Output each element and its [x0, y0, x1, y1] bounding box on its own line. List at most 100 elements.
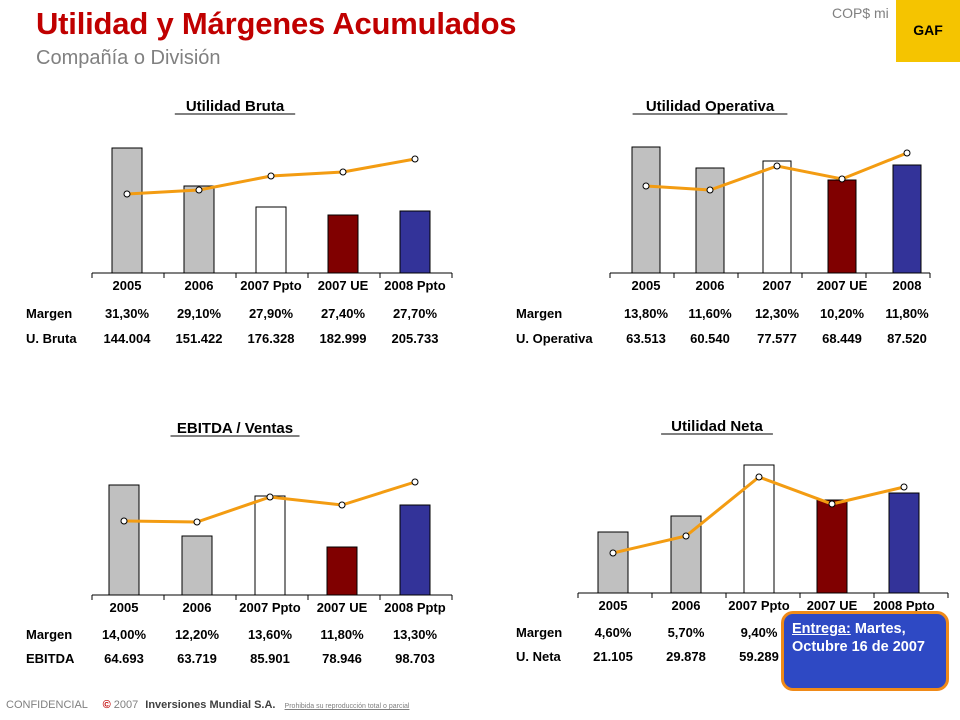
table-row-label: U. Neta — [516, 649, 562, 664]
category-label: 2007 UE — [817, 278, 868, 293]
table-cell: 11,60% — [688, 306, 732, 321]
category-label: 2006 — [185, 278, 214, 293]
category-label: 2007 — [763, 278, 792, 293]
margin-point-5 — [903, 149, 911, 157]
table-cell: 27,70% — [393, 306, 438, 321]
table-cell: 10,20% — [820, 306, 865, 321]
page-subtitle: Compañía o División — [36, 47, 221, 69]
table-cell: 5,70% — [668, 625, 705, 640]
category-label: 2008 Ppto — [873, 598, 934, 613]
table-cell: 151.422 — [176, 331, 223, 346]
bar-1 — [597, 531, 629, 594]
currency-label: COP$ mi — [832, 5, 889, 21]
table-cell: 59.289 — [739, 649, 779, 664]
margin-point-4 — [828, 500, 836, 508]
margin-point-3 — [267, 172, 275, 180]
table-row-label: U. Bruta — [26, 331, 77, 346]
bar-2 — [695, 167, 725, 274]
footer-prohibition[interactable]: Prohibida su reproducción total o parcia… — [284, 703, 410, 710]
footer-confidential: CONFIDENCIAL — [6, 699, 88, 711]
margin-point-2 — [682, 532, 690, 540]
table-cell: 14,00% — [102, 627, 147, 642]
table-cell: 182.999 — [320, 331, 367, 346]
category-label: 2006 — [183, 600, 212, 615]
category-label: 2008 — [893, 278, 922, 293]
bar-5 — [888, 492, 920, 594]
bar-4 — [326, 546, 358, 596]
category-label: 2006 — [696, 278, 725, 293]
footer-company: Inversiones Mundial S.A. — [145, 699, 276, 711]
bar-3 — [255, 206, 287, 274]
margin-point-5 — [411, 478, 419, 486]
table-cell: 64.693 — [104, 651, 144, 666]
margin-point-3 — [755, 473, 763, 481]
footer-year: 2007 — [113, 699, 139, 711]
bar-5 — [399, 504, 431, 596]
margin-point-2 — [193, 518, 201, 526]
category-label: 2007 UE — [318, 278, 369, 293]
bar-3 — [743, 464, 775, 594]
table-cell: 85.901 — [250, 651, 290, 666]
category-label: 2005 — [110, 600, 139, 615]
table-row-label: EBITDA — [26, 651, 75, 666]
table-cell: 27,40% — [321, 306, 366, 321]
chart-2: Utilidad Operativa 2005 2006 2007 2007 UE 200… — [516, 98, 931, 346]
table-cell: 12,30% — [755, 306, 800, 321]
chart-title: EBITDA / Ventas — [177, 420, 293, 437]
bar-4 — [816, 499, 848, 594]
margin-point-1 — [123, 190, 131, 198]
table-cell: 176.328 — [248, 331, 295, 346]
page-title: Utilidad y Márgenes Acumulados — [36, 6, 517, 41]
table-cell: 63.719 — [177, 651, 217, 666]
table-row-label: Margen — [26, 306, 72, 321]
table-cell: 11,80% — [320, 627, 364, 642]
bar-3 — [254, 495, 286, 596]
margin-point-1 — [609, 549, 617, 557]
bar-2 — [183, 185, 215, 274]
category-label: 2007 Ppto — [728, 598, 789, 613]
category-label: 2005 — [599, 598, 628, 613]
category-label: 2007 UE — [807, 598, 858, 613]
table-cell: 29.878 — [666, 649, 706, 664]
table-row-label: Margen — [26, 627, 72, 642]
category-label: 2008 Pptp — [384, 600, 445, 615]
table-row-label: U. Operativa — [516, 331, 593, 346]
category-label: 2007 Ppto — [239, 600, 300, 615]
footer: CONFIDENCIAL © 2007 Inversiones Mundial … — [6, 699, 409, 711]
chart-4: Utilidad Neta 2005 2006 2007 Ppto 2007 UE 200… — [516, 418, 949, 664]
category-label: 2007 UE — [317, 600, 368, 615]
chart-title: Utilidad Operativa — [646, 98, 775, 115]
table-cell: 63.513 — [626, 331, 666, 346]
delivery-note-text: Martes, Octubre 16 de 2007 — [792, 621, 925, 655]
table-cell: 68.449 — [822, 331, 862, 346]
table-cell: 77.577 — [757, 331, 797, 346]
bar-4 — [327, 214, 359, 274]
bar-5 — [399, 210, 431, 274]
table-cell: 4,60% — [595, 625, 632, 640]
chart-title: Utilidad Bruta — [186, 98, 285, 115]
chart-1: Utilidad Bruta 2005 2006 2007 Ppto 2007 UE 20… — [26, 98, 453, 346]
table-cell: 13,30% — [393, 627, 438, 642]
margin-point-4 — [339, 168, 347, 176]
table-cell: 13,60% — [248, 627, 293, 642]
margin-point-3 — [266, 493, 274, 501]
category-label: 2005 — [113, 278, 142, 293]
table-cell: 11,80% — [885, 306, 929, 321]
chart-title: Utilidad Neta — [671, 418, 763, 435]
category-label: 2006 — [672, 598, 701, 613]
gaf-badge-label: GAF — [913, 22, 943, 38]
margin-point-4 — [838, 175, 846, 183]
copyright-icon: © — [102, 699, 111, 711]
bar-1 — [111, 147, 143, 274]
margin-point-4 — [338, 501, 346, 509]
table-cell: 144.004 — [104, 331, 152, 346]
table-cell: 98.703 — [395, 651, 435, 666]
margin-point-1 — [642, 182, 650, 190]
table-cell: 205.733 — [392, 331, 439, 346]
table-cell: 12,20% — [175, 627, 220, 642]
bar-1 — [631, 146, 661, 274]
category-label: 2007 Ppto — [240, 278, 301, 293]
bar-3 — [762, 160, 792, 274]
delivery-note-label: Entrega: — [792, 621, 851, 637]
